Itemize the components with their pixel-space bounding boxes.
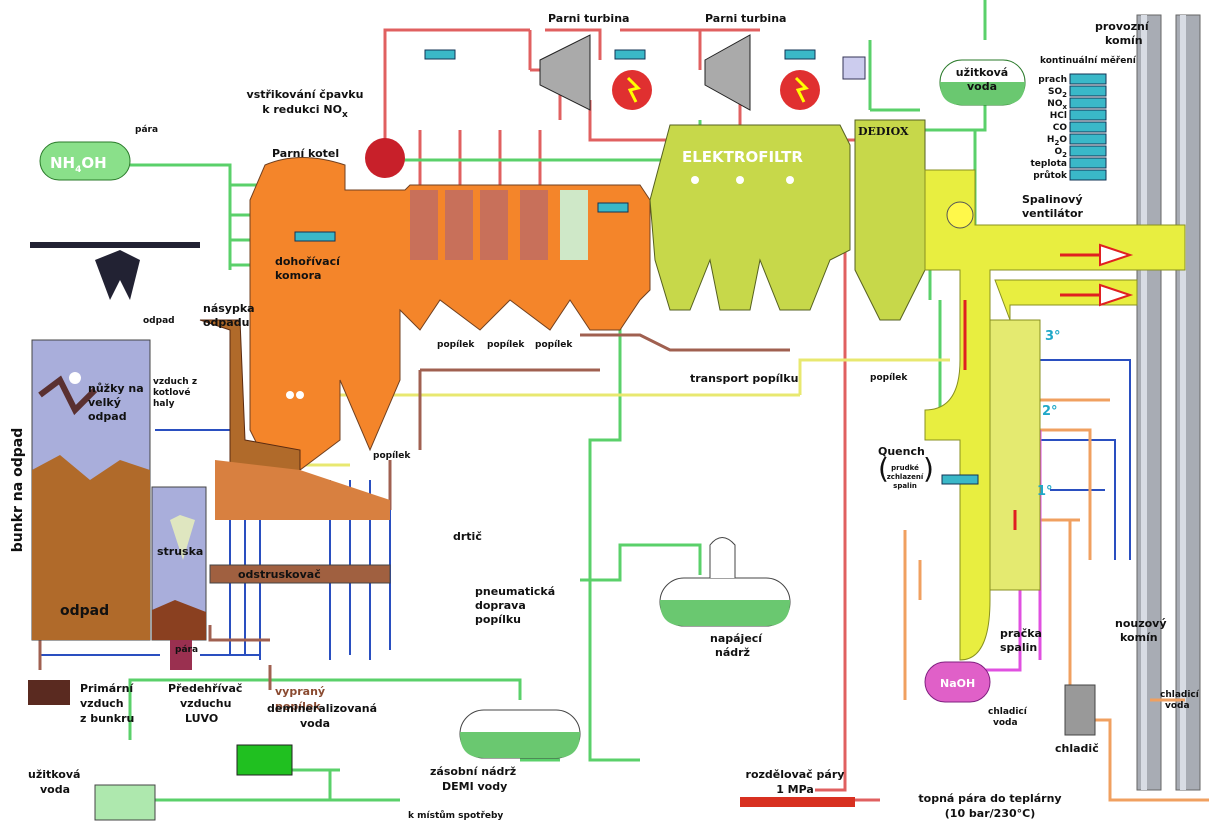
measurement-label: SO2 [1048,87,1067,99]
label: 3° [1045,329,1061,344]
label: násypka odpadu [203,302,255,329]
measurement-part: SO [1048,87,1062,97]
measurement-part: H [1047,135,1055,145]
measurement-label: O2 [1054,147,1067,159]
waste-bunker [31,339,207,641]
label: chladič [1055,742,1099,755]
label: Předehřívač vzduchu LUVO [168,682,242,725]
label: Quench [878,445,925,458]
label: 2° [1042,404,1058,419]
measurement-label: HCl [1050,111,1067,121]
measurement-part: průtok [1033,170,1068,181]
label: dohořívací komora [275,255,341,282]
measurement-part: teplota [1031,159,1068,169]
label: demineralizovaná voda [267,702,377,730]
label: odpad [60,603,109,619]
measurement-displays [1069,73,1107,181]
measurement-part: CO [1053,123,1068,133]
crane [30,242,200,300]
measurement-label: průtok [1033,170,1068,181]
label: NaOH [940,677,975,690]
label: k místům spotřeby [408,810,503,821]
label: Spalinový ventilátor [1022,193,1083,220]
label: ELEKTROFILTR [682,148,803,166]
measurement-label: H2O [1047,135,1067,147]
label: chladicí voda [988,707,1028,728]
measurement-part: NO [1047,99,1063,109]
label: pneumatická doprava popílku [475,585,555,626]
boiler [199,138,651,584]
tanks [28,59,1096,821]
label: vypraný popílek [275,685,325,713]
label: drtič [453,530,482,543]
label: pračka spalin [1000,627,1042,654]
label: popílek [487,340,525,350]
measurement-part: 2 [1062,91,1067,99]
label: struska [157,545,203,558]
measurement-part: O [1054,147,1062,157]
label: odstruskovač [238,568,321,581]
measurement-label: teplota [1031,159,1068,169]
label: popílek [870,373,908,383]
measurement-label: prach [1038,75,1067,85]
label: užitková voda [28,768,80,796]
bracket: ) [923,452,934,485]
label: popílek [437,340,475,350]
labels: Parni turbina Parni turbina provozní komí… [10,12,1200,821]
label: vzduch z kotlové haly [153,377,197,409]
label: topná pára do teplárny (10 bar/230°C) [918,792,1061,820]
label: Parní kotel [272,147,339,160]
measurement-label: NOx [1047,99,1067,111]
measurement-part: 2 [1062,151,1067,159]
label: prudké zchlazení spalin [887,464,924,490]
label: kontinuální měření [1040,55,1137,66]
bracket: ( [878,452,889,485]
measurement-label: CO [1053,123,1068,133]
label: rozdělovač páry 1 MPa [746,768,845,796]
label: nůžky na velký odpad [88,382,144,423]
label: transport popílku [690,372,798,385]
label: nouzový komín [1115,617,1167,644]
electrofilter [649,119,1186,661]
measurement-part: 2 [1054,139,1059,147]
label: provozní komín [1095,20,1150,47]
label: popílek [535,340,573,350]
label: odpad [143,316,175,326]
label: zásobní nádrž DEMI vody [430,765,516,793]
label: 1° [1037,484,1053,499]
label: užitková voda [956,66,1008,93]
label: NH4OH [50,154,107,175]
measurement-part: x [1062,103,1067,111]
chimneys [1136,14,1201,791]
measurement-part: HCl [1050,111,1067,121]
turbines [424,34,866,111]
label: pára [175,645,198,655]
label: popílek [373,451,411,461]
label: Parni turbina [705,12,786,25]
label: vstřikování čpavku k redukci NOx [247,88,364,120]
label: napájecí nádrž [710,632,763,659]
label: DEDIOX [858,125,909,138]
measurement-part: O [1059,135,1067,145]
label: Primární vzduch z bunkru [80,682,134,725]
measurement-part: prach [1038,75,1067,85]
label: bunkr na odpad [10,428,26,552]
label: chladicí voda [1160,690,1200,711]
label: Parni turbina [548,12,629,25]
label: pára [135,125,158,135]
